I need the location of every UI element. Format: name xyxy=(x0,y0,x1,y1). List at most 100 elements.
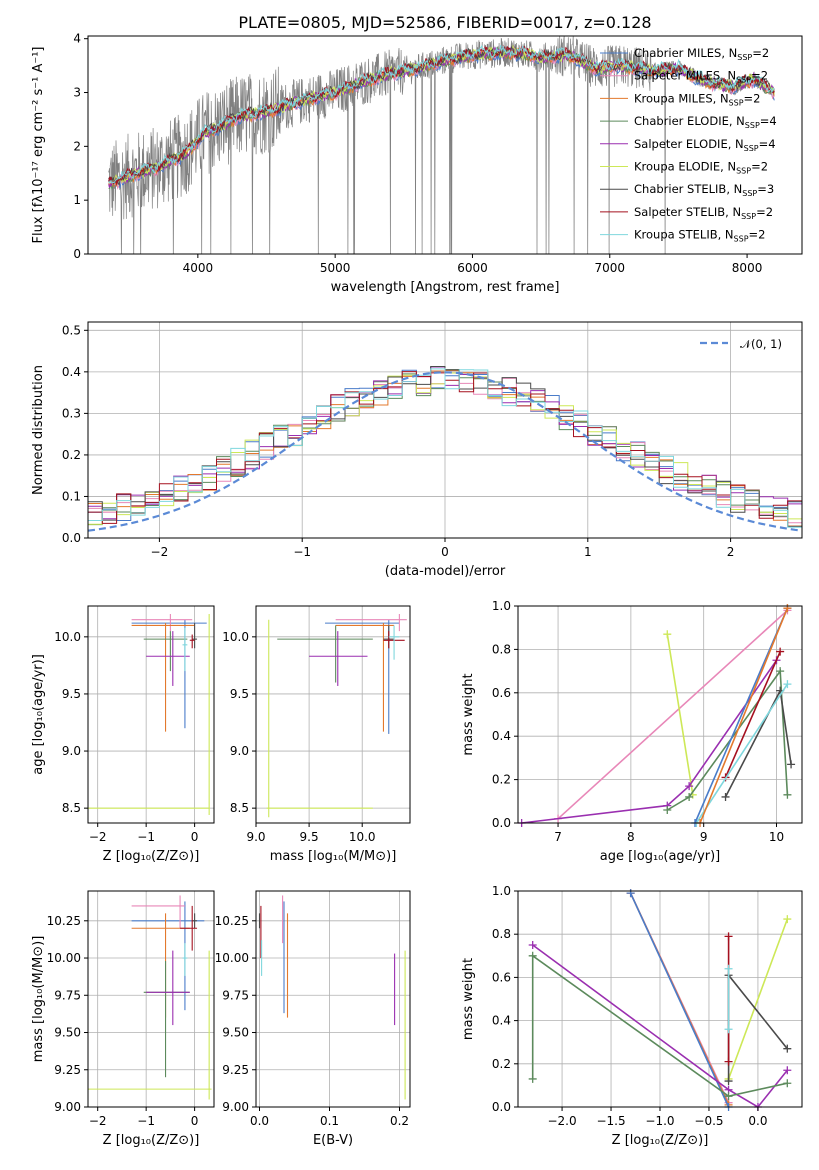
y-tick-label: 0.3 xyxy=(62,406,81,420)
marker-chabrier-stelib xyxy=(721,792,730,801)
marker-salpeter-stelib xyxy=(724,932,733,941)
marker-chabrier-elodie xyxy=(528,951,537,960)
y-tick-label: 0.8 xyxy=(492,642,511,656)
y-axis-label: mass weight xyxy=(461,958,476,1040)
plot-frame xyxy=(87,35,803,255)
errorbars-mass-vs-EBV xyxy=(258,895,406,1100)
legend-text: Kroupa MILES, N xyxy=(634,91,729,105)
legend-text: Chabrier MILES, N xyxy=(634,46,737,60)
spectrum-lines xyxy=(108,36,775,254)
legend-subscript: SSP xyxy=(734,235,749,244)
axes-residual-histogram xyxy=(88,322,802,539)
y-tick-label: 9.0 xyxy=(230,744,249,758)
x-axis-label: Z [log₁₀(Z/Z⊙)] xyxy=(103,849,200,864)
x-tick-label: 0.0 xyxy=(748,1114,767,1128)
axes-age-vs-mass xyxy=(255,606,410,823)
legend-subscript: SSP xyxy=(742,189,757,198)
marker-kroupa-stelib xyxy=(724,964,733,973)
y-tick-label: 0.5 xyxy=(62,323,81,337)
x-axis-label: E(B-V) xyxy=(313,1133,353,1148)
legend-subscript: SSP xyxy=(729,98,744,107)
marker-kroupa-stelib xyxy=(783,680,792,689)
x-tick-label: 2 xyxy=(727,545,735,559)
marker-salpeter-stelib xyxy=(776,647,785,656)
line-salpeter-elodie xyxy=(532,944,788,1109)
legend-label-normal: 𝒩(0, 1) xyxy=(740,337,782,351)
y-tick-label: 4 xyxy=(73,32,81,46)
y-tick-label: 9.5 xyxy=(230,687,249,701)
y-tick-label: 8.5 xyxy=(62,801,81,815)
y-tick-label: 0.0 xyxy=(492,816,511,830)
x-tick-label: −1 xyxy=(293,545,311,559)
marker-chabrier-stelib xyxy=(783,1044,792,1053)
y-tick-label: 9.75 xyxy=(222,988,249,1002)
y-tick-label: 8.5 xyxy=(230,801,249,815)
x-tick-label: 4000 xyxy=(183,261,214,275)
x-tick-label: −2 xyxy=(89,1114,107,1128)
line-kroupa-elodie xyxy=(727,918,789,1080)
y-tick-label: 9.00 xyxy=(54,1100,81,1114)
x-tick-label: 0.0 xyxy=(250,1114,269,1128)
y-tick-label: 0.4 xyxy=(492,1014,511,1028)
errorbars-age-vs-Z xyxy=(88,613,210,816)
marker-chabrier-stelib xyxy=(724,1077,733,1086)
y-axis-label: Flux [fλ10⁻¹⁷ erg cm⁻² s⁻¹ A⁻¹] xyxy=(31,47,46,244)
legend-label-kroupa-elodie: Kroupa ELODIE, NSSP=2 xyxy=(634,160,768,176)
line-kroupa-stelib xyxy=(695,683,789,824)
x-tick-label: −1 xyxy=(137,1114,155,1128)
x-tick-label: 10.0 xyxy=(349,830,376,844)
frame-spectrum: 4000 5000 6000 7000 8000 0 1 2 3 4 wavelength [Ang… xyxy=(31,32,803,295)
y-tick-label: 1.0 xyxy=(492,884,511,898)
y-tick-label: 10.0 xyxy=(54,630,81,644)
x-tick-label: −2 xyxy=(151,545,169,559)
legend-label-salpeter-stelib: Salpeter STELIB, NSSP=2 xyxy=(634,205,773,221)
errorbars-age-vs-mass xyxy=(266,613,407,818)
legend-subscript: SSP xyxy=(736,167,751,176)
y-tick-label: 0.8 xyxy=(492,927,511,941)
line-kroupa-elodie xyxy=(666,634,694,795)
marker-chabrier-stelib xyxy=(787,760,796,769)
y-tick-label: 0.0 xyxy=(62,531,81,545)
legend-text: Chabrier ELODIE, N xyxy=(634,114,745,128)
legend-text: =2 xyxy=(756,205,773,219)
marker-kroupa-elodie xyxy=(783,915,792,924)
y-tick-label: 0.6 xyxy=(492,686,511,700)
y-tick-label: 10.00 xyxy=(215,951,249,965)
x-tick-label: 8 xyxy=(627,830,635,844)
marker-chabrier-elodie xyxy=(685,792,694,801)
x-tick-label: −2.0 xyxy=(547,1114,576,1128)
x-tick-label: 0 xyxy=(191,1114,199,1128)
frame-age-vs-mass: 9.0 9.5 10.0 8.5 9.0 9.5 10.0 mass [log₁₀(M/M⊙)… xyxy=(222,605,411,864)
y-tick-label: 9.00 xyxy=(222,1100,249,1114)
legend-label-salpeter-elodie: Salpeter ELODIE, NSSP=4 xyxy=(634,137,776,153)
marker-salpeter-stelib xyxy=(724,1057,733,1066)
y-axis-label: mass weight xyxy=(461,673,476,755)
figure-title: PLATE=0805, MJD=52586, FIBERID=0017, z=0… xyxy=(238,13,651,32)
legend-text: =2 xyxy=(751,160,768,174)
y-tick-label: 0.4 xyxy=(492,729,511,743)
axes-mass-weight-vs-Z xyxy=(518,890,802,1108)
legend-text: Salpeter ELODIE, N xyxy=(634,137,744,151)
y-tick-label: 10.00 xyxy=(47,951,81,965)
legend-text: =2 xyxy=(751,69,768,83)
x-tick-label: 9 xyxy=(700,830,708,844)
x-axis-label: Z [log₁₀(Z/Z⊙)] xyxy=(612,1133,709,1148)
errorbars-mass-vs-Z xyxy=(88,895,212,1100)
axes-age-vs-Z xyxy=(88,606,214,823)
model-line-kroupa-stelib xyxy=(108,44,775,184)
frame-residual-histogram: −2 −1 0 1 2 0.0 0.1 0.2 0.3 0.4 0.5 (data-model)/er… xyxy=(31,321,803,579)
x-tick-label: 9.5 xyxy=(300,830,319,844)
x-tick-label: 10 xyxy=(769,830,784,844)
legend-text: =4 xyxy=(760,114,777,128)
lines-mass-weight-vs-Z xyxy=(528,889,792,1111)
marker-chabrier-elodie xyxy=(724,1092,733,1101)
y-tick-label: 9.50 xyxy=(222,1026,249,1040)
y-tick-label: 9.25 xyxy=(222,1063,249,1077)
x-tick-label: 1 xyxy=(584,545,592,559)
marker-chabrier-elodie xyxy=(783,790,792,799)
x-tick-label: 5000 xyxy=(320,261,351,275)
y-tick-label: 0.0 xyxy=(492,1100,511,1114)
plot-frame xyxy=(255,890,411,1108)
line-kroupa-miles xyxy=(699,607,789,824)
